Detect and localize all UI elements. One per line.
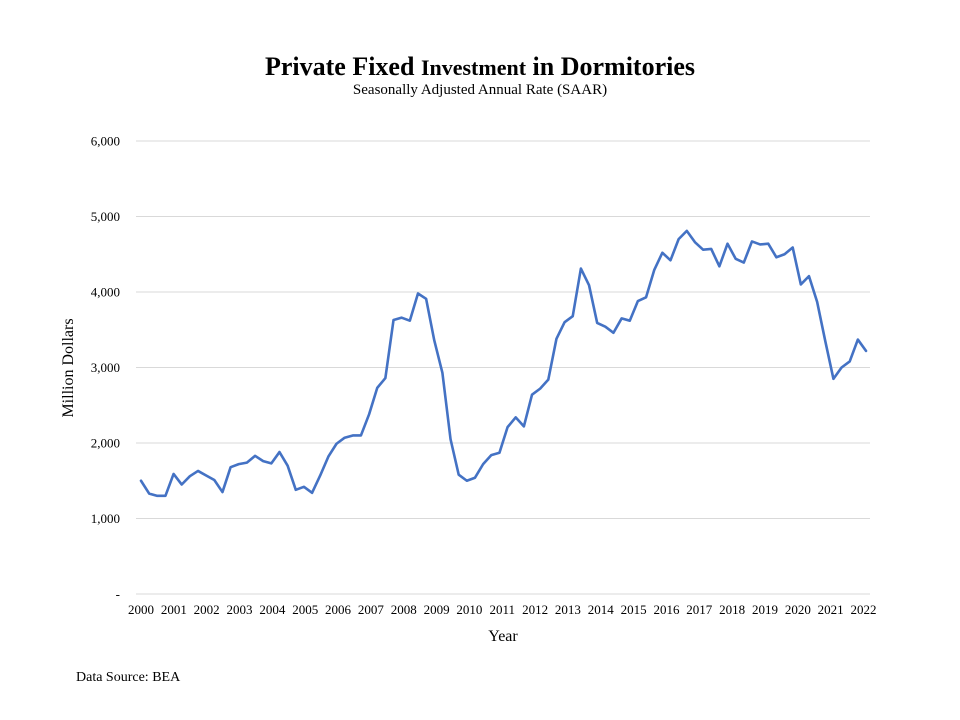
x-tick-label: 2021 (818, 602, 844, 617)
y-tick-label: - (116, 587, 120, 602)
x-tick-label: 2016 (653, 602, 680, 617)
chart-title: Private Fixed Investment in Dormitories (265, 52, 695, 81)
x-tick-label: 2007 (358, 602, 385, 617)
x-tick-label: 2008 (391, 602, 417, 617)
data-source-note: Data Source: BEA (76, 670, 181, 685)
x-tick-label: 2004 (259, 602, 286, 617)
y-tick-labels: - 1,000 2,000 3,000 4,000 5,000 6,000 (91, 134, 120, 602)
x-tick-label: 2013 (555, 602, 581, 617)
title-part-3: in Dormitories (526, 52, 695, 81)
x-tick-label: 2014 (588, 602, 615, 617)
x-tick-label: 2019 (752, 602, 778, 617)
x-tick-label: 2010 (456, 602, 482, 617)
x-tick-label: 2012 (522, 602, 548, 617)
x-tick-label: 2015 (621, 602, 647, 617)
y-tick-label: 5,000 (91, 209, 120, 224)
y-tick-label: 2,000 (91, 436, 120, 451)
series-layer (139, 229, 868, 498)
x-tick-label: 2000 (128, 602, 154, 617)
x-tick-label: 2002 (194, 602, 220, 617)
x-tick-label: 2018 (719, 602, 745, 617)
y-axis-title: Million Dollars (60, 318, 77, 417)
x-tick-label: 2005 (292, 602, 318, 617)
series-line (139, 229, 868, 498)
x-tick-labels: 2000 2001 2002 2003 2004 2005 2006 2007 2008 2009… (128, 602, 877, 617)
x-tick-label: 2001 (161, 602, 187, 617)
x-tick-label: 2020 (785, 602, 811, 617)
x-tick-label: 2006 (325, 602, 352, 617)
y-tick-label: 1,000 (91, 511, 120, 526)
x-tick-label: 2022 (851, 602, 877, 617)
chart-subtitle: Seasonally Adjusted Annual Rate (SAAR) (353, 82, 607, 98)
y-tick-label: 3,000 (91, 360, 120, 375)
x-axis-title: Year (488, 628, 518, 645)
x-tick-label: 2011 (489, 602, 515, 617)
x-tick-label: 2017 (686, 602, 713, 617)
gridlines (136, 140, 870, 595)
title-part-2: Investment (421, 55, 527, 80)
y-tick-label: 4,000 (91, 285, 120, 300)
x-tick-label: 2009 (424, 602, 450, 617)
y-tick-label: 6,000 (91, 134, 120, 149)
x-tick-label: 2003 (227, 602, 253, 617)
title-part-1: Private Fixed (265, 52, 421, 81)
